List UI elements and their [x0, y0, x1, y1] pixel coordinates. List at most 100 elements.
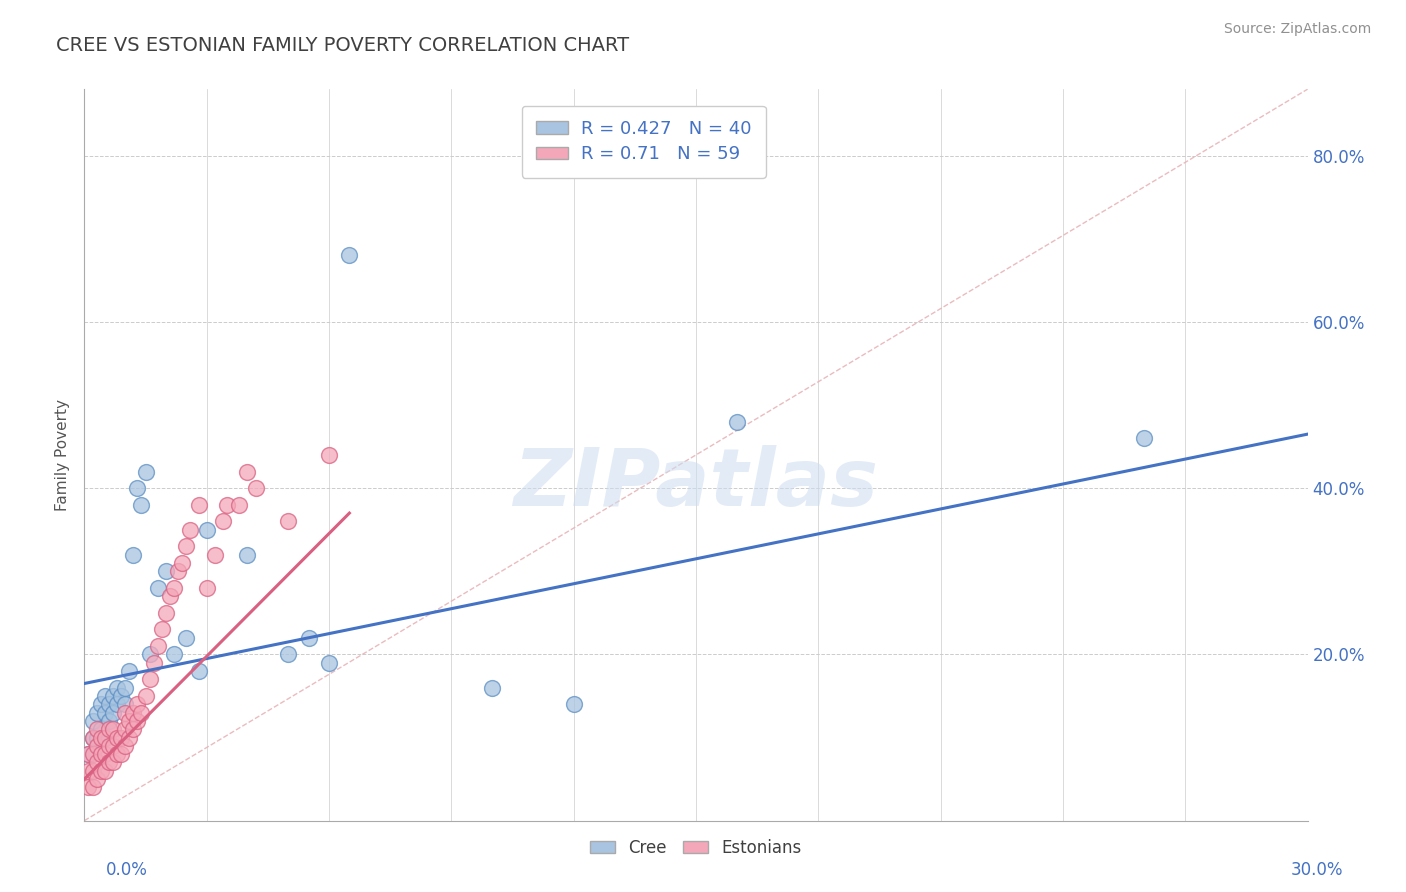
Point: [90, 764, 112, 778]
Text: ZIPatlas: ZIPatlas: [513, 445, 879, 524]
Point: [110, 731, 132, 745]
Point: [82, 764, 104, 778]
Point: [82, 747, 104, 761]
Point: [77, 764, 100, 778]
Point: [105, 747, 128, 761]
Point: [86, 723, 108, 737]
Point: [277, 515, 299, 529]
Point: [163, 581, 186, 595]
Point: [179, 523, 201, 537]
Point: [138, 673, 160, 687]
Point: [174, 631, 197, 645]
Point: [122, 548, 145, 562]
Point: [82, 731, 104, 745]
Point: [195, 581, 218, 595]
Point: [93, 731, 115, 745]
Point: [481, 681, 503, 695]
Point: [163, 648, 186, 662]
Point: [90, 698, 112, 712]
Point: [174, 539, 197, 553]
Point: [101, 739, 124, 753]
Point: [135, 689, 157, 703]
Point: [155, 564, 177, 578]
Point: [105, 731, 128, 745]
Text: 0.0%: 0.0%: [105, 861, 148, 879]
Point: [110, 747, 132, 761]
Point: [77, 780, 100, 795]
Point: [105, 681, 128, 695]
Point: [97, 723, 120, 737]
Text: Source: ZipAtlas.com: Source: ZipAtlas.com: [1223, 22, 1371, 37]
Point: [86, 772, 108, 786]
Point: [562, 698, 585, 712]
Point: [298, 631, 321, 645]
Point: [236, 465, 259, 479]
Point: [101, 689, 124, 703]
Point: [131, 498, 153, 512]
Point: [86, 706, 108, 720]
Point: [135, 465, 157, 479]
Point: [114, 739, 136, 753]
Point: [118, 714, 141, 728]
Point: [114, 706, 136, 720]
Point: [114, 698, 136, 712]
Point: [90, 723, 112, 737]
Text: CREE VS ESTONIAN FAMILY POVERTY CORRELATION CHART: CREE VS ESTONIAN FAMILY POVERTY CORRELAT…: [56, 36, 630, 54]
Point: [155, 606, 177, 620]
Point: [77, 747, 100, 761]
Point: [97, 739, 120, 753]
Point: [339, 248, 361, 262]
Point: [86, 756, 108, 770]
Point: [127, 481, 149, 495]
Point: [212, 515, 235, 529]
Point: [122, 723, 145, 737]
Point: [86, 731, 108, 745]
Point: [93, 731, 115, 745]
Point: [159, 589, 181, 603]
Point: [318, 656, 340, 670]
Point: [187, 664, 209, 678]
Point: [93, 764, 115, 778]
Point: [97, 698, 120, 712]
Point: [318, 448, 340, 462]
Point: [101, 756, 124, 770]
Point: [138, 648, 160, 662]
Point: [127, 714, 149, 728]
Point: [77, 747, 100, 761]
Point: [1133, 431, 1156, 445]
Point: [93, 706, 115, 720]
Point: [82, 714, 104, 728]
Point: [127, 698, 149, 712]
Point: [101, 706, 124, 720]
Y-axis label: Family Poverty: Family Poverty: [55, 399, 70, 511]
Point: [118, 664, 141, 678]
Text: 30.0%: 30.0%: [1291, 861, 1343, 879]
Point: [114, 681, 136, 695]
Point: [82, 780, 104, 795]
Point: [97, 714, 120, 728]
Point: [90, 747, 112, 761]
Point: [146, 639, 169, 653]
Point: [204, 548, 226, 562]
Legend: Cree, Estonians: Cree, Estonians: [583, 832, 808, 863]
Point: [228, 498, 250, 512]
Point: [90, 731, 112, 745]
Point: [118, 731, 141, 745]
Point: [93, 689, 115, 703]
Point: [122, 706, 145, 720]
Point: [86, 739, 108, 753]
Point: [146, 581, 169, 595]
Point: [114, 723, 136, 737]
Point: [217, 498, 239, 512]
Point: [97, 756, 120, 770]
Point: [93, 747, 115, 761]
Point: [195, 523, 218, 537]
Point: [110, 689, 132, 703]
Point: [82, 731, 104, 745]
Point: [245, 481, 267, 495]
Point: [150, 623, 173, 637]
Point: [187, 498, 209, 512]
Point: [142, 656, 165, 670]
Point: [172, 556, 194, 570]
Point: [725, 415, 748, 429]
